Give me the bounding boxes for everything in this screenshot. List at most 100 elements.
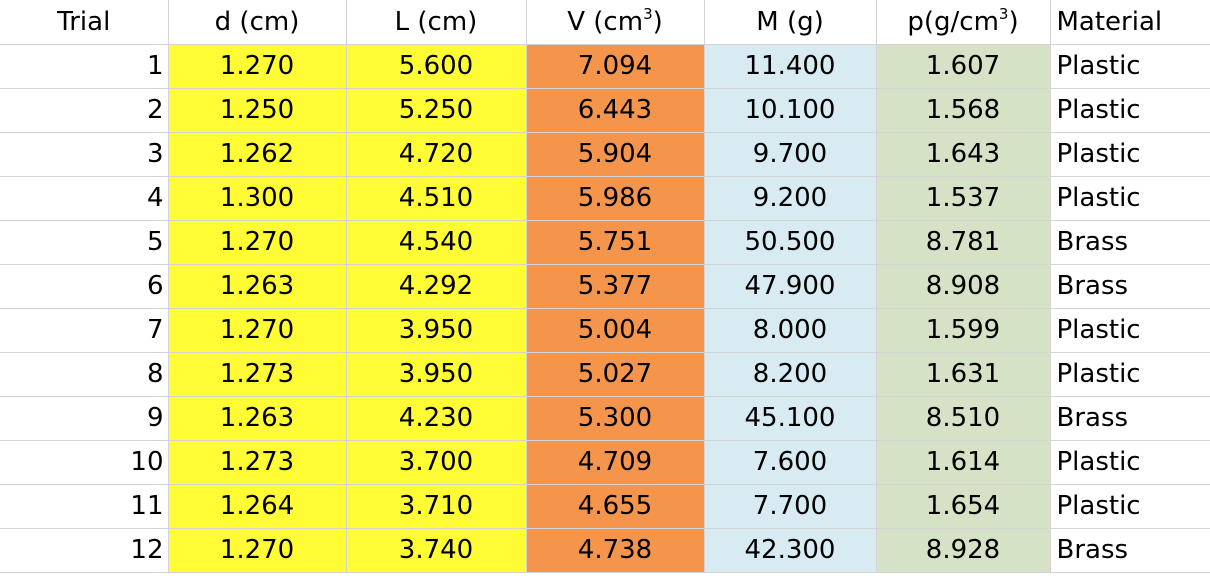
header-trial[interactable]: Trial xyxy=(0,0,169,45)
cell-V[interactable]: 6.443 xyxy=(526,88,705,133)
cell-material[interactable]: Brass xyxy=(1050,220,1210,265)
cell-V[interactable]: 4.738 xyxy=(526,528,705,573)
cell-V[interactable]: 7.094 xyxy=(526,44,705,89)
cell-L[interactable]: 4.540 xyxy=(346,220,527,265)
cell-L[interactable]: 3.740 xyxy=(346,528,527,573)
cell-material[interactable]: Plastic xyxy=(1050,88,1210,133)
cell-M[interactable]: 9.700 xyxy=(704,132,877,177)
table-header: Trial d (cm) L (cm) V (cm3) M (g) p(g/cm… xyxy=(0,0,1210,45)
cell-L[interactable]: 4.720 xyxy=(346,132,527,177)
cell-trial[interactable]: 2 xyxy=(0,88,169,133)
cell-material[interactable]: Plastic xyxy=(1050,132,1210,177)
cell-L[interactable]: 4.230 xyxy=(346,396,527,441)
cell-V[interactable]: 5.986 xyxy=(526,176,705,221)
cell-d[interactable]: 1.300 xyxy=(168,176,347,221)
header-M[interactable]: M (g) xyxy=(704,0,877,45)
cell-M[interactable]: 10.100 xyxy=(704,88,877,133)
cell-L[interactable]: 3.950 xyxy=(346,352,527,397)
cell-material[interactable]: Plastic xyxy=(1050,44,1210,89)
table-row: 4 1.300 4.510 5.986 9.200 1.537 Plastic xyxy=(0,176,1210,221)
cell-M[interactable]: 9.200 xyxy=(704,176,877,221)
header-p-text: p(g/cm xyxy=(907,6,999,37)
cell-p[interactable]: 8.908 xyxy=(876,264,1051,309)
cell-V[interactable]: 4.709 xyxy=(526,440,705,485)
cell-L[interactable]: 4.510 xyxy=(346,176,527,221)
cell-p[interactable]: 8.928 xyxy=(876,528,1051,573)
header-material[interactable]: Material xyxy=(1050,0,1210,45)
cell-L[interactable]: 4.292 xyxy=(346,264,527,309)
cell-trial[interactable]: 1 xyxy=(0,44,169,89)
table-row: 1 1.270 5.600 7.094 11.400 1.607 Plastic xyxy=(0,44,1210,89)
header-L[interactable]: L (cm) xyxy=(346,0,527,45)
cell-p[interactable]: 1.643 xyxy=(876,132,1051,177)
cell-L[interactable]: 3.710 xyxy=(346,484,527,529)
table-row: 5 1.270 4.540 5.751 50.500 8.781 Brass xyxy=(0,220,1210,265)
header-V-sup: 3 xyxy=(643,4,653,23)
cell-d[interactable]: 1.270 xyxy=(168,44,347,89)
cell-p[interactable]: 1.631 xyxy=(876,352,1051,397)
cell-material[interactable]: Plastic xyxy=(1050,176,1210,221)
cell-V[interactable]: 5.751 xyxy=(526,220,705,265)
cell-d[interactable]: 1.270 xyxy=(168,308,347,353)
cell-p[interactable]: 1.537 xyxy=(876,176,1051,221)
table-row: 7 1.270 3.950 5.004 8.000 1.599 Plastic xyxy=(0,308,1210,353)
cell-d[interactable]: 1.270 xyxy=(168,528,347,573)
cell-V[interactable]: 5.027 xyxy=(526,352,705,397)
header-p[interactable]: p(g/cm3) xyxy=(876,0,1051,45)
cell-d[interactable]: 1.270 xyxy=(168,220,347,265)
cell-p[interactable]: 1.568 xyxy=(876,88,1051,133)
cell-V[interactable]: 5.004 xyxy=(526,308,705,353)
cell-V[interactable]: 5.300 xyxy=(526,396,705,441)
cell-trial[interactable]: 8 xyxy=(0,352,169,397)
cell-L[interactable]: 5.600 xyxy=(346,44,527,89)
cell-material[interactable]: Plastic xyxy=(1050,308,1210,353)
cell-M[interactable]: 8.000 xyxy=(704,308,877,353)
cell-trial[interactable]: 11 xyxy=(0,484,169,529)
cell-V[interactable]: 5.377 xyxy=(526,264,705,309)
cell-M[interactable]: 7.600 xyxy=(704,440,877,485)
cell-trial[interactable]: 7 xyxy=(0,308,169,353)
cell-p[interactable]: 8.781 xyxy=(876,220,1051,265)
cell-p[interactable]: 1.607 xyxy=(876,44,1051,89)
cell-trial[interactable]: 6 xyxy=(0,264,169,309)
cell-d[interactable]: 1.273 xyxy=(168,352,347,397)
cell-material[interactable]: Plastic xyxy=(1050,484,1210,529)
cell-M[interactable]: 42.300 xyxy=(704,528,877,573)
cell-p[interactable]: 8.510 xyxy=(876,396,1051,441)
cell-d[interactable]: 1.262 xyxy=(168,132,347,177)
cell-p[interactable]: 1.654 xyxy=(876,484,1051,529)
cell-L[interactable]: 5.250 xyxy=(346,88,527,133)
cell-d[interactable]: 1.273 xyxy=(168,440,347,485)
cell-material[interactable]: Plastic xyxy=(1050,440,1210,485)
cell-trial[interactable]: 12 xyxy=(0,528,169,573)
cell-material[interactable]: Brass xyxy=(1050,264,1210,309)
cell-L[interactable]: 3.950 xyxy=(346,308,527,353)
cell-material[interactable]: Brass xyxy=(1050,396,1210,441)
cell-trial[interactable]: 5 xyxy=(0,220,169,265)
cell-d[interactable]: 1.264 xyxy=(168,484,347,529)
cell-trial[interactable]: 9 xyxy=(0,396,169,441)
cell-p[interactable]: 1.614 xyxy=(876,440,1051,485)
header-V[interactable]: V (cm3) xyxy=(526,0,705,45)
cell-d[interactable]: 1.250 xyxy=(168,88,347,133)
cell-M[interactable]: 11.400 xyxy=(704,44,877,89)
cell-trial[interactable]: 4 xyxy=(0,176,169,221)
cell-M[interactable]: 50.500 xyxy=(704,220,877,265)
cell-material[interactable]: Brass xyxy=(1050,528,1210,573)
cell-V[interactable]: 4.655 xyxy=(526,484,705,529)
cell-p[interactable]: 1.599 xyxy=(876,308,1051,353)
cell-M[interactable]: 7.700 xyxy=(704,484,877,529)
table-body: 1 1.270 5.600 7.094 11.400 1.607 Plastic 2 1.250… xyxy=(0,44,1210,573)
cell-L[interactable]: 3.700 xyxy=(346,440,527,485)
cell-material[interactable]: Plastic xyxy=(1050,352,1210,397)
cell-M[interactable]: 8.200 xyxy=(704,352,877,397)
cell-d[interactable]: 1.263 xyxy=(168,264,347,309)
header-d[interactable]: d (cm) xyxy=(168,0,347,45)
cell-d[interactable]: 1.263 xyxy=(168,396,347,441)
cell-trial[interactable]: 10 xyxy=(0,440,169,485)
cell-M[interactable]: 47.900 xyxy=(704,264,877,309)
cell-V[interactable]: 5.904 xyxy=(526,132,705,177)
cell-M[interactable]: 45.100 xyxy=(704,396,877,441)
cell-trial[interactable]: 3 xyxy=(0,132,169,177)
